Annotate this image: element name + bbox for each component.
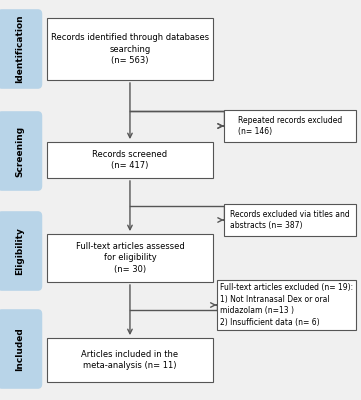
- Text: Eligibility: Eligibility: [16, 227, 24, 275]
- FancyBboxPatch shape: [47, 18, 213, 80]
- Text: Screening: Screening: [16, 126, 24, 176]
- FancyBboxPatch shape: [224, 110, 356, 142]
- Text: Included: Included: [16, 327, 24, 371]
- Text: Records excluded via titles and
abstracts (n= 387): Records excluded via titles and abstract…: [230, 210, 349, 230]
- FancyBboxPatch shape: [0, 211, 42, 291]
- Text: Repeated records excluded
(n= 146): Repeated records excluded (n= 146): [238, 116, 342, 136]
- FancyBboxPatch shape: [47, 338, 213, 382]
- Text: Full-text articles assessed
for eligibility
(n= 30): Full-text articles assessed for eligibil…: [75, 242, 184, 274]
- Text: Full-text articles excluded (n= 19):
1) Not Intranasal Dex or oral
midazolam (n=: Full-text articles excluded (n= 19): 1) …: [219, 283, 353, 327]
- FancyBboxPatch shape: [47, 142, 213, 178]
- FancyBboxPatch shape: [47, 234, 213, 282]
- FancyBboxPatch shape: [0, 309, 42, 389]
- FancyBboxPatch shape: [217, 280, 356, 330]
- Text: Identification: Identification: [16, 15, 24, 83]
- Text: Records screened
(n= 417): Records screened (n= 417): [92, 150, 168, 170]
- Text: Records identified through databases
searching
(n= 563): Records identified through databases sea…: [51, 33, 209, 65]
- FancyBboxPatch shape: [0, 111, 42, 191]
- FancyBboxPatch shape: [224, 204, 356, 236]
- Text: Articles included in the
meta-analysis (n= 11): Articles included in the meta-analysis (…: [81, 350, 179, 370]
- FancyBboxPatch shape: [0, 9, 42, 89]
